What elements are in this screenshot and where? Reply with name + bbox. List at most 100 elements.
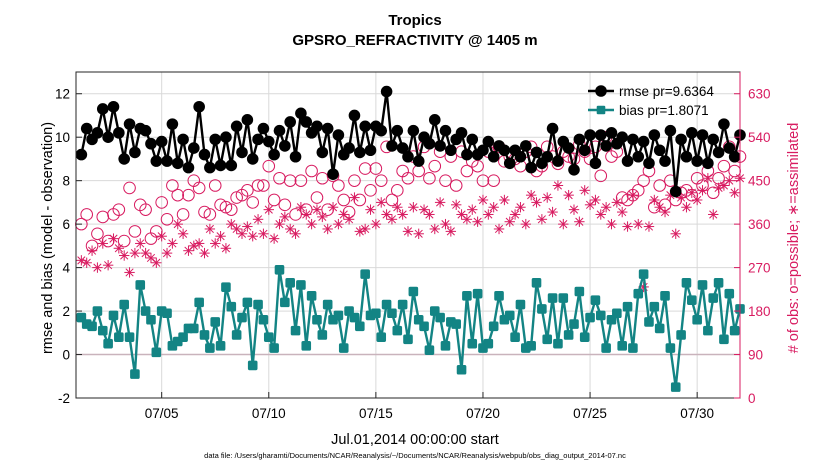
assimilated-obs-point (440, 218, 451, 230)
assimilated-obs-point (606, 218, 617, 230)
rmse-point (295, 107, 307, 120)
assimilated-obs-point (317, 211, 328, 223)
rmse-point (300, 116, 313, 128)
assimilated-obs-point (268, 233, 280, 244)
rmse-point (193, 100, 205, 113)
bias-point (531, 278, 542, 288)
assimilated-obs-point (322, 223, 333, 235)
rmse-point (659, 155, 671, 167)
bias-point (408, 286, 419, 297)
y-tick-label: -2 (58, 391, 70, 406)
bias-point (424, 345, 435, 355)
bias-point (537, 304, 547, 314)
rmse-point (541, 150, 554, 163)
assimilated-obs-point (445, 226, 457, 237)
rmse-point (686, 127, 698, 139)
y-tick-label: 10 (55, 130, 70, 145)
bias-point (724, 288, 735, 299)
asterisk-stroke (693, 195, 702, 205)
asterisk-stroke (259, 229, 268, 238)
bias-point (488, 321, 499, 332)
bias-point (215, 341, 226, 351)
bias-point (435, 312, 445, 323)
rmse-point (391, 124, 404, 137)
assimilated-obs-point (461, 214, 473, 225)
rmse-point (332, 129, 345, 141)
asterisk-stroke (216, 232, 225, 241)
bias-point (510, 332, 520, 342)
possible-obs-point (176, 208, 190, 221)
possible-obs-point (439, 174, 452, 187)
possible-obs-point (717, 159, 731, 173)
rmse-point (696, 129, 709, 141)
possible-obs-point (631, 184, 645, 197)
rmse-point (525, 161, 537, 174)
x-tick-label: 07/20 (466, 406, 500, 421)
bias-point (381, 299, 392, 310)
rmse-point (289, 150, 302, 163)
possible-obs-point (358, 162, 372, 175)
assimilated-obs-point (483, 209, 494, 220)
bias-point (617, 341, 627, 351)
assimilated-obs-point (633, 218, 644, 230)
rmse-point (225, 159, 238, 172)
possible-obs-point (224, 203, 238, 216)
rmse-point (691, 155, 703, 167)
bias-point (285, 278, 295, 288)
rmse-point (354, 146, 366, 159)
bias-point (162, 308, 172, 319)
asterisk-stroke (516, 203, 525, 212)
bias-point (317, 330, 328, 340)
rmse-point (552, 155, 564, 167)
bias-point (194, 297, 204, 308)
rmse-point (364, 144, 377, 157)
rmse-point (139, 124, 152, 137)
possible-obs-point (332, 179, 345, 192)
asterisk-stroke (644, 222, 654, 231)
possible-obs-point (251, 179, 265, 192)
legend-bias-marker (596, 105, 606, 115)
asterisk-stroke (602, 203, 611, 212)
rmse-point (600, 140, 612, 152)
asterisk-stroke (510, 210, 520, 219)
x-tick-label: 07/15 (359, 406, 393, 421)
asterisk-stroke (671, 229, 680, 238)
asterisk-stroke (543, 193, 552, 202)
assimilated-obs-point (574, 216, 585, 227)
legend: rmse pr=9.6364 bias pr=1.8071 (588, 84, 714, 118)
assimilated-obs-point (183, 245, 194, 256)
rmse-point (209, 133, 222, 146)
assimilated-obs-point (140, 247, 151, 259)
assimilated-obs-point (429, 223, 440, 235)
y-right-tick-label: 0 (748, 391, 756, 406)
y-right-tick-label: 270 (748, 261, 771, 276)
rmse-point (664, 124, 677, 137)
rmse-point (182, 161, 195, 174)
possible-obs-point (96, 210, 110, 224)
rmse-series-line (80, 91, 742, 192)
asterisk-stroke (152, 258, 161, 267)
asterisk-stroke (419, 205, 429, 214)
asterisk-stroke (548, 207, 557, 217)
rmse-point (643, 157, 655, 170)
y-right-tick-label: 180 (748, 304, 771, 319)
asterisk-stroke (462, 215, 472, 224)
bias-point (515, 299, 526, 310)
rmse-point (113, 127, 125, 139)
y-axis-label: rmse and bias (model - observation) (40, 122, 56, 354)
asterisk-stroke (120, 251, 129, 260)
bias-point (595, 310, 606, 321)
possible-obs-point (198, 205, 211, 219)
bias-point (349, 312, 360, 323)
rmse-point (284, 116, 296, 128)
assimilated-obs-point (547, 206, 558, 218)
bias-point (124, 332, 135, 342)
assimilated-obs-point (467, 204, 478, 215)
assimilated-obs-point (167, 238, 178, 249)
bias-point (87, 321, 97, 332)
asterisk-stroke (77, 256, 86, 265)
chart-title: Tropics (388, 12, 441, 29)
rmse-point (669, 185, 682, 198)
assimilated-obs-point (488, 202, 499, 213)
assimilated-obs-point (477, 194, 489, 206)
